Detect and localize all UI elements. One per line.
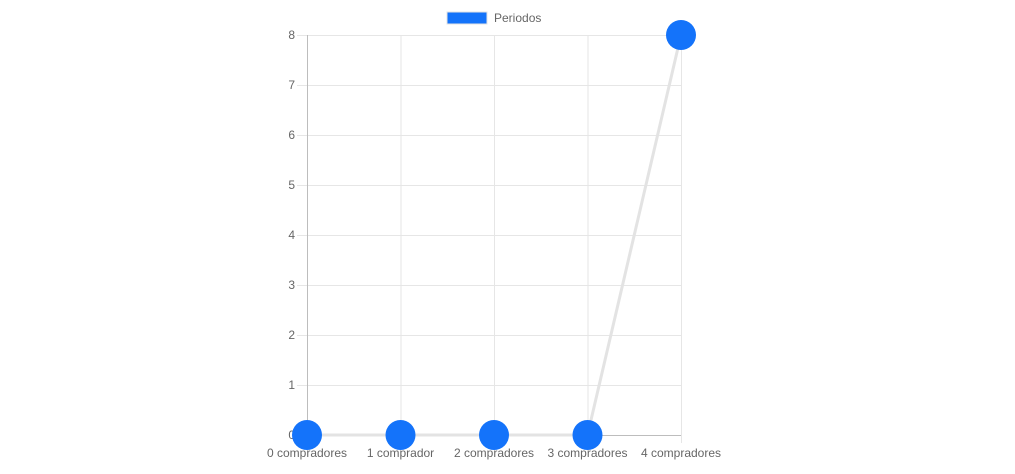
y-tick-label: 8 — [288, 28, 295, 42]
legend[interactable]: Periodos — [446, 11, 541, 25]
x-tick-label: 4 compradores — [641, 446, 721, 460]
x-tick-label: 3 compradores — [547, 446, 627, 460]
y-tick-label: 5 — [288, 178, 295, 192]
y-tick-label: 3 — [288, 278, 295, 292]
data-point — [292, 420, 322, 450]
data-point — [666, 20, 696, 50]
data-point — [385, 420, 416, 450]
x-tick-label: 1 comprador — [367, 446, 434, 460]
legend-swatch[interactable] — [446, 11, 488, 25]
y-tick-label: 2 — [288, 328, 295, 342]
y-tick-label: 4 — [288, 228, 295, 242]
data-point — [479, 420, 509, 450]
data-point — [572, 420, 603, 450]
legend-label[interactable]: Periodos — [494, 11, 541, 25]
y-tick-label: 7 — [288, 78, 295, 92]
x-tick-label: 2 compradores — [454, 446, 534, 460]
y-tick-label: 1 — [288, 378, 295, 392]
y-tick-label: 6 — [288, 128, 295, 142]
series-points — [292, 20, 696, 450]
x-tick-label: 0 compradores — [267, 446, 347, 460]
axes: 0 1 2 3 4 5 6 7 8 0 compradores 1 comprador 2 compr… — [267, 28, 721, 460]
y-tick-label: 0 — [288, 428, 295, 442]
grid — [297, 35, 682, 443]
